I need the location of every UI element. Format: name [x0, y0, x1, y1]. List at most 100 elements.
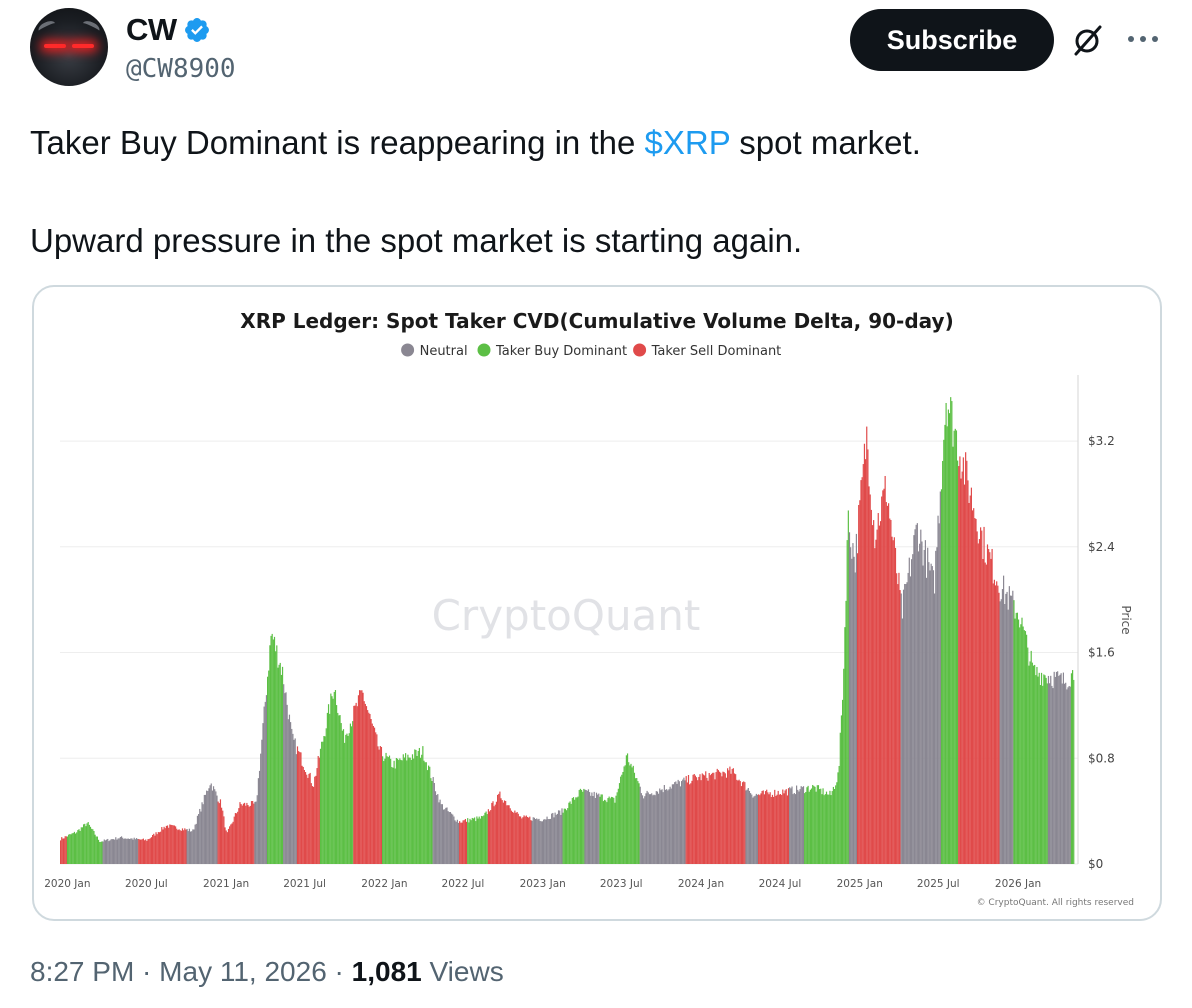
legend-marker[interactable] — [401, 343, 415, 357]
chart-bar — [643, 798, 645, 864]
chart-bar — [532, 817, 534, 864]
chart-bar — [198, 814, 200, 864]
chart-bar — [805, 791, 807, 864]
chart-bar — [234, 813, 236, 864]
chart-bar — [1072, 670, 1074, 864]
chart-bar — [200, 811, 202, 864]
more-dots-icon[interactable] — [1126, 34, 1160, 44]
chart-bar — [574, 799, 576, 864]
chart-bar — [368, 712, 370, 864]
chart-bar — [686, 782, 688, 864]
chart-bar — [559, 810, 561, 864]
chart-bar — [639, 786, 641, 864]
chart-bar — [844, 627, 846, 864]
chart-bar — [776, 794, 778, 864]
chart-bar — [644, 796, 646, 864]
chart-bar — [786, 795, 788, 864]
cashtag-link[interactable]: $XRP — [644, 124, 731, 161]
author-name[interactable]: CW — [126, 12, 177, 47]
avatar[interactable] — [30, 8, 108, 86]
chart-bar — [883, 488, 885, 864]
chart-bar — [915, 524, 917, 864]
chart-bar — [538, 818, 540, 864]
chart-bar — [801, 787, 803, 864]
chart-bar — [769, 792, 771, 864]
chart-bar — [817, 785, 820, 864]
tweet-date[interactable]: May 11, 2026 — [159, 956, 327, 987]
chart-bar — [134, 839, 136, 864]
chart-bar — [361, 690, 363, 864]
chart-bar — [819, 789, 821, 864]
chart-bar — [745, 790, 747, 864]
x-tick-label: 2020 Jul — [125, 878, 168, 890]
chart-bar — [690, 783, 692, 864]
legend-marker[interactable] — [477, 343, 491, 357]
subscribe-button[interactable]: Subscribe — [850, 9, 1054, 71]
chart-bar — [790, 788, 792, 864]
chart-bar — [1044, 675, 1046, 864]
legend-marker[interactable] — [633, 343, 647, 357]
chart-bar — [127, 838, 130, 864]
chart-bar — [666, 789, 668, 864]
tweet-time[interactable]: 8:27 PM — [30, 956, 135, 987]
chart-bar — [304, 772, 307, 864]
chart-bar — [108, 841, 110, 864]
chart-bar — [245, 805, 247, 864]
chart-bar — [1008, 586, 1010, 864]
chart-bar — [629, 765, 631, 864]
chart-bar — [394, 768, 396, 864]
chart-bar — [192, 829, 194, 864]
chart-bar — [942, 460, 944, 864]
chart-bar — [162, 829, 164, 864]
chart-bar — [1004, 604, 1006, 864]
tweet-media-chart[interactable]: XRP Ledger: Spot Taker CVD(Cumulative Vo… — [32, 285, 1162, 921]
chart-bar — [773, 796, 775, 864]
chart-bar — [607, 798, 609, 864]
chart-bar — [1073, 679, 1075, 864]
chart-bar — [291, 728, 293, 864]
chart-bar — [80, 827, 82, 864]
chart-bar — [104, 840, 107, 864]
chart-bar — [848, 532, 851, 864]
chart-bar — [273, 636, 276, 864]
views-count: 1,081 — [351, 956, 422, 987]
chart-bar — [447, 811, 449, 864]
chart-bar — [370, 719, 372, 864]
chart-bar — [103, 839, 105, 864]
chart-bar — [1029, 661, 1031, 864]
chart-bar — [232, 821, 234, 864]
chart-bar — [64, 836, 66, 864]
chart-bar — [752, 797, 754, 864]
chart-bar — [539, 820, 541, 864]
chart-bar — [580, 789, 583, 864]
chart-bar — [896, 573, 898, 864]
chart-bar — [852, 543, 854, 864]
chart-bar — [717, 770, 719, 864]
chart-bar — [991, 548, 993, 864]
chart-bar — [202, 804, 204, 864]
chart-bar — [529, 816, 531, 864]
author-handle[interactable]: @CW8900 — [126, 54, 236, 84]
chart-bar — [217, 801, 219, 864]
chart-bar — [511, 811, 514, 864]
chart-bar — [865, 459, 867, 864]
chart-bar — [761, 790, 763, 864]
verified-badge-icon — [184, 18, 209, 42]
chart-bar — [514, 810, 516, 864]
author-name-row[interactable]: CW — [126, 12, 211, 48]
chart-bar — [415, 749, 417, 864]
legend-label[interactable]: Neutral — [420, 344, 468, 359]
chart-bar — [60, 840, 62, 864]
grok-slash-icon[interactable] — [1070, 22, 1106, 58]
chart-bar — [982, 559, 984, 864]
chart-bar — [436, 795, 438, 864]
chart-bar — [430, 778, 432, 864]
chart-bar — [687, 775, 690, 864]
legend-label[interactable]: Taker Sell Dominant — [651, 344, 782, 359]
chart-bar — [1001, 589, 1004, 864]
legend-label[interactable]: Taker Buy Dominant — [495, 344, 627, 359]
chart-bar — [83, 824, 85, 864]
chart-bar — [510, 810, 512, 864]
chart-bar — [693, 773, 695, 864]
chart-title: XRP Ledger: Spot Taker CVD(Cumulative Vo… — [240, 309, 953, 333]
